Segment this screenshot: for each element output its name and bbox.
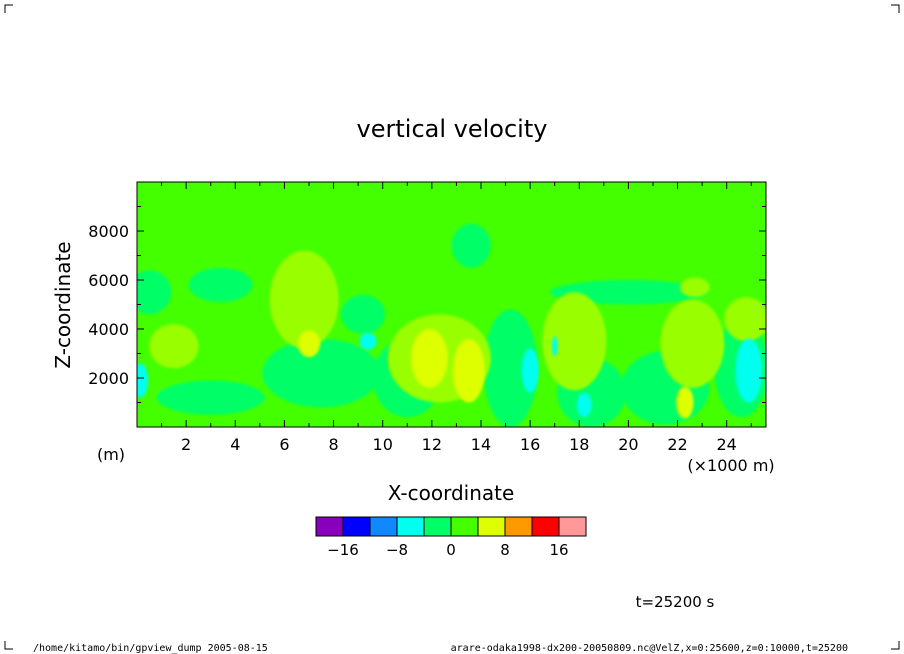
legend-swatch — [504, 516, 533, 537]
contour-region — [551, 336, 558, 356]
contour-region — [262, 338, 381, 408]
crop-marks — [4, 4, 900, 650]
legend-swatch — [450, 516, 479, 537]
contour-region — [359, 332, 377, 350]
contour-region — [676, 386, 694, 419]
legend-tick-label: 0 — [446, 541, 456, 559]
crop-mark-top-left — [4, 4, 13, 13]
contour-region — [410, 329, 448, 388]
contour-region — [269, 250, 339, 349]
y-tick-label: 8000 — [88, 222, 129, 241]
y-axis-ticks: 2000 4000 6000 8000 — [88, 206, 766, 403]
contour-regions — [137, 223, 766, 427]
contour-region — [188, 267, 253, 303]
x-tick-label: 16 — [520, 435, 540, 454]
y-tick-label: 2000 — [88, 369, 129, 388]
x-tick-label: 18 — [569, 435, 589, 454]
contour-region — [542, 292, 607, 391]
x-tick-label: 10 — [373, 435, 393, 454]
contour-region — [680, 277, 710, 298]
x-tick-label: 8 — [328, 435, 338, 454]
x-tick-label: 20 — [618, 435, 638, 454]
contour-region — [149, 324, 199, 369]
contour-region — [452, 338, 485, 403]
x-tick-label: 24 — [717, 435, 737, 454]
x-tick-label: 6 — [279, 435, 289, 454]
contour-region — [137, 270, 172, 315]
legend-tick-label: −8 — [386, 541, 408, 559]
legend-swatch — [342, 516, 371, 537]
contour-region — [483, 309, 538, 427]
color-legend: −16 −8 0 8 16 — [315, 516, 587, 559]
contour-region — [724, 297, 766, 342]
contour-region — [451, 223, 491, 268]
contour-region — [660, 299, 725, 388]
contour-region — [340, 294, 386, 334]
footer-left: /home/kitamo/bin/gpview_dump 2005-08-15 — [33, 643, 268, 654]
y-unit-label: (m) — [97, 445, 125, 464]
x-axis-title: X-coordinate — [388, 481, 515, 505]
legend-swatch — [396, 516, 425, 537]
legend-tick-label: 16 — [549, 541, 568, 559]
legend-swatch — [477, 516, 506, 537]
contour-region — [297, 330, 321, 358]
contour-region — [156, 380, 265, 415]
legend-swatch — [369, 516, 398, 537]
x-unit-label: (×1000 m) — [687, 456, 774, 475]
legend-swatch — [558, 516, 587, 537]
x-tick-label: 4 — [230, 435, 240, 454]
legend-tick-label: 8 — [500, 541, 510, 559]
chart-title: vertical velocity — [357, 115, 548, 143]
crop-mark-bottom-right — [891, 641, 900, 650]
legend-swatch — [531, 516, 560, 537]
crop-mark-bottom-left — [4, 641, 13, 650]
y-axis-title: Z-coordinate — [51, 241, 75, 368]
x-tick-label: 2 — [181, 435, 191, 454]
x-tick-label: 14 — [471, 435, 491, 454]
legend-swatch — [315, 516, 344, 537]
footer-right: arare-odaka1998-dx200-20050809.nc@VelZ,x… — [451, 643, 848, 654]
contour-region — [735, 338, 763, 403]
y-tick-label: 4000 — [88, 320, 129, 339]
contour-region — [137, 363, 149, 398]
x-tick-label: 22 — [667, 435, 687, 454]
x-tick-label: 12 — [422, 435, 442, 454]
x-axis-ticks: 2 4 6 8 10 12 14 16 18 20 22 24 — [161, 182, 752, 454]
legend-swatch — [423, 516, 452, 537]
legend-tick-label: −16 — [327, 541, 359, 559]
crop-mark-top-right — [891, 4, 900, 13]
y-tick-label: 6000 — [88, 271, 129, 290]
contour-region — [521, 348, 539, 393]
time-label: t=25200 s — [636, 593, 715, 611]
contour-region — [576, 392, 592, 418]
